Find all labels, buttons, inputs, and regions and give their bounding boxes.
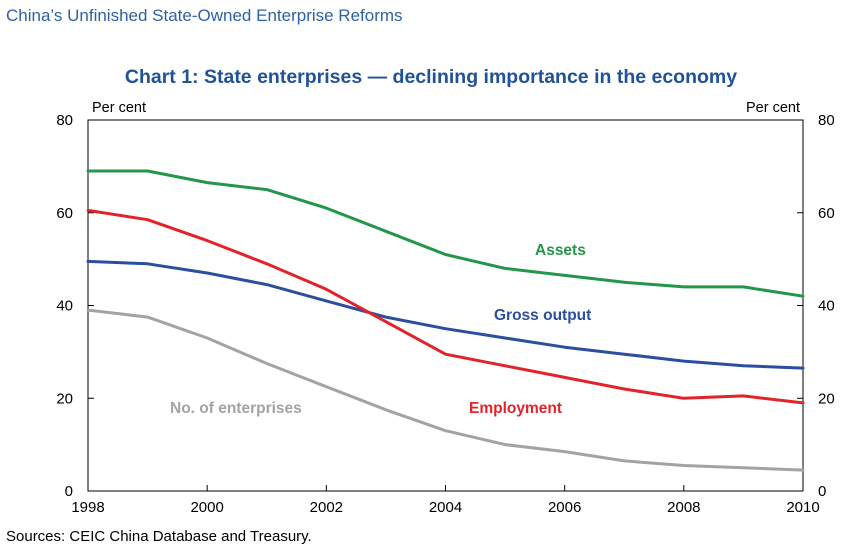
x-tick-label: 2006 bbox=[548, 499, 581, 516]
x-tick-label: 2008 bbox=[667, 499, 700, 516]
series-lines bbox=[86, 169, 805, 472]
series-label-gross-output: Gross output bbox=[494, 307, 591, 324]
y-tick-label-left: 80 bbox=[56, 112, 73, 129]
y-tick-label-left: 60 bbox=[56, 205, 73, 222]
y-axis-label-left: Per cent bbox=[92, 100, 146, 116]
series-line-no-of-enterprises bbox=[86, 308, 805, 472]
y-axis-label-right: Per cent bbox=[746, 100, 800, 116]
x-tick-label: 2010 bbox=[786, 499, 819, 516]
y-tick-label-right: 60 bbox=[818, 205, 835, 222]
axis-ticks: 0 0 20 20 40 40 60 60 80 80 1998 2000 2002 2004 2006 20… bbox=[56, 112, 834, 516]
y-tick-label-left: 20 bbox=[56, 390, 73, 407]
series-line-gross-output bbox=[86, 259, 805, 370]
plot-area-border bbox=[87, 119, 804, 492]
page-header: China’s Unfinished State-Owned Enterpris… bbox=[6, 6, 403, 25]
y-tick-label-right: 40 bbox=[818, 298, 835, 315]
x-tick-label: 2000 bbox=[190, 499, 223, 516]
x-tick-label: 2002 bbox=[310, 499, 343, 516]
y-tick-label-right: 80 bbox=[818, 112, 835, 129]
y-tick-label-right: 20 bbox=[818, 390, 835, 407]
y-tick-label-left: 0 bbox=[65, 483, 73, 500]
y-tick-label-left: 40 bbox=[56, 298, 73, 315]
x-tick-label: 2004 bbox=[429, 499, 462, 516]
source-note: Sources: CEIC China Database and Treasur… bbox=[6, 528, 312, 545]
series-label-enterprises: No. of enterprises bbox=[170, 400, 302, 417]
y-tick-label-right: 0 bbox=[818, 483, 826, 500]
series-label-assets: Assets bbox=[535, 242, 586, 259]
series-line-employment bbox=[86, 208, 805, 405]
x-tick-label: 1998 bbox=[71, 499, 104, 516]
series-label-employment: Employment bbox=[469, 400, 562, 417]
series-line-assets bbox=[86, 169, 805, 298]
chart-title: Chart 1: State enterprises — declining i… bbox=[124, 66, 738, 88]
